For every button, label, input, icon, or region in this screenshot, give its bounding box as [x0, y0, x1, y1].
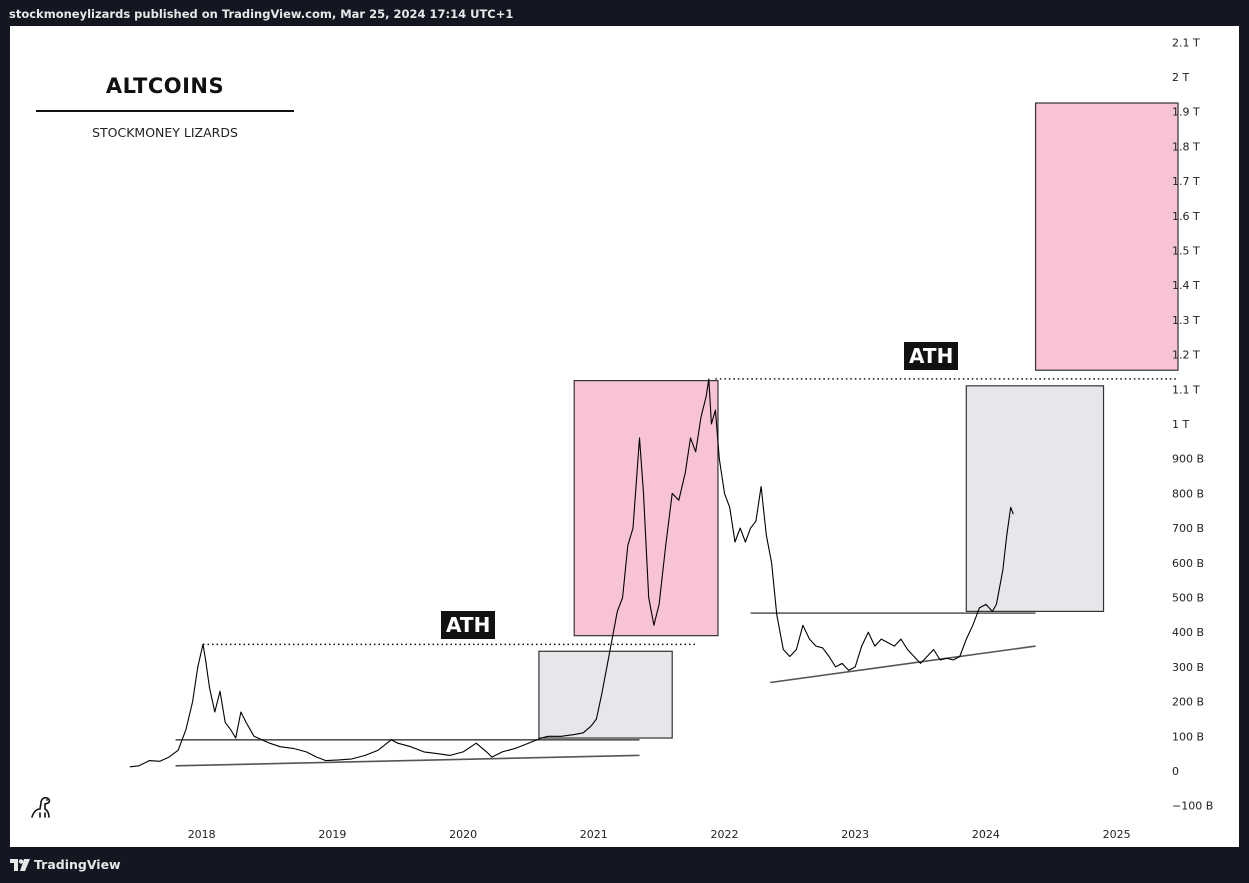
y-tick-label-11: 1 T: [1172, 418, 1189, 431]
zone-box-1: [573, 380, 719, 637]
y-tick-label-8: 700 B: [1172, 522, 1204, 535]
price-line-0: [129, 378, 1014, 768]
y-tick-label-0: −100 B: [1172, 800, 1213, 813]
chart-subtitle: STOCKMONEY LIZARDS: [92, 125, 238, 140]
tradingview-brand[interactable]: TradingView: [34, 857, 121, 872]
zone-box-2: [965, 385, 1105, 612]
bottom-bar: [0, 847, 1249, 883]
y-tick-label-12: 1.1 T: [1172, 383, 1200, 396]
title-divider: [36, 110, 294, 112]
y-tick-label-10: 900 B: [1172, 453, 1204, 466]
ath-label-2021: ATH: [441, 611, 496, 639]
y-tick-label-19: 1.8 T: [1172, 140, 1200, 153]
y-tick-label-1: 0: [1172, 765, 1179, 778]
dino-icon: [31, 796, 51, 818]
y-tick-label-4: 300 B: [1172, 661, 1204, 674]
y-tick-label-3: 200 B: [1172, 696, 1204, 709]
y-tick-label-18: 1.7 T: [1172, 175, 1200, 188]
y-tick-label-6: 500 B: [1172, 592, 1204, 605]
x-tick-label-2: 2020: [449, 828, 477, 841]
published-info: stockmoneylizards published on TradingVi…: [9, 7, 514, 21]
y-tick-label-20: 1.9 T: [1172, 106, 1200, 119]
x-tick-label-0: 2018: [188, 828, 216, 841]
y-tick-label-5: 400 B: [1172, 626, 1204, 639]
tradingview-logo-icon[interactable]: [10, 859, 30, 871]
x-tick-label-4: 2022: [711, 828, 739, 841]
ath-label-2024: ATH: [904, 342, 959, 370]
zone-box-3: [1034, 102, 1179, 371]
y-tick-label-16: 1.5 T: [1172, 245, 1200, 258]
top-bar: stockmoneylizards published on TradingVi…: [0, 0, 1249, 26]
y-tick-label-22: 2.1 T: [1172, 36, 1200, 49]
y-tick-label-2: 100 B: [1172, 730, 1204, 743]
y-tick-label-9: 800 B: [1172, 487, 1204, 500]
y-tick-label-15: 1.4 T: [1172, 279, 1200, 292]
level-line-3: [175, 754, 640, 767]
x-tick-label-3: 2021: [580, 828, 608, 841]
y-tick-label-14: 1.3 T: [1172, 314, 1200, 327]
y-tick-label-7: 600 B: [1172, 557, 1204, 570]
y-tick-label-17: 1.6 T: [1172, 210, 1200, 223]
zone-box-0: [538, 650, 673, 739]
y-tick-label-21: 2 T: [1172, 71, 1189, 84]
x-tick-label-1: 2019: [318, 828, 346, 841]
x-tick-label-7: 2025: [1103, 828, 1131, 841]
chart-title: ALTCOINS: [105, 74, 225, 98]
x-tick-label-5: 2023: [841, 828, 869, 841]
level-line-5: [770, 645, 1036, 684]
y-tick-label-13: 1.2 T: [1172, 349, 1200, 362]
x-tick-label-6: 2024: [972, 828, 1000, 841]
